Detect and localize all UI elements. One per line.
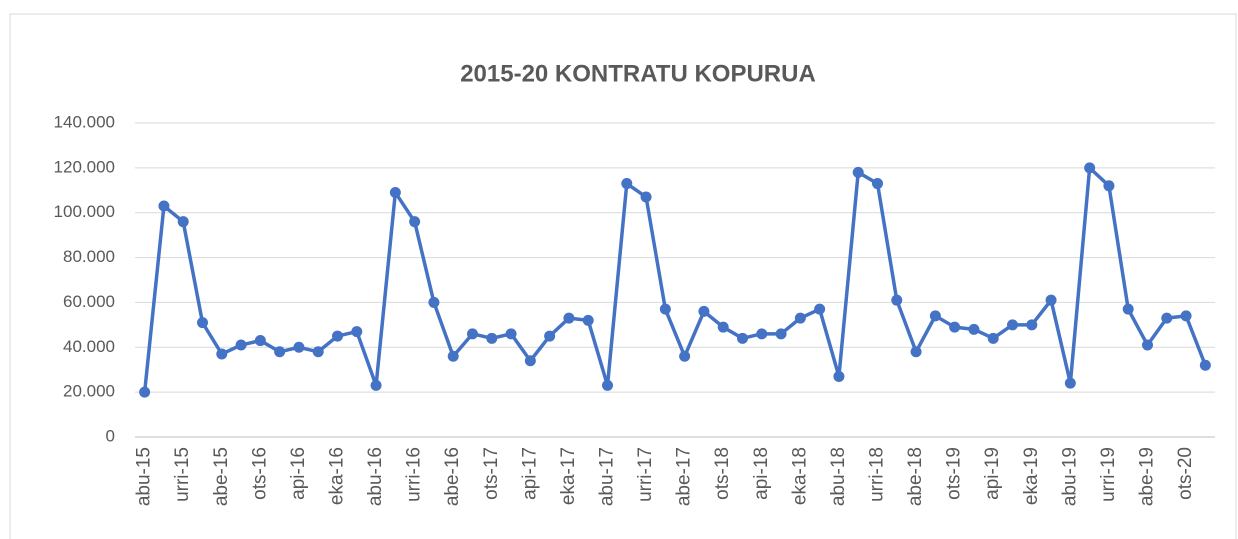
x-tick-label: abe-16 bbox=[442, 447, 463, 506]
point bbox=[235, 339, 247, 351]
x-tick-label: urri-15 bbox=[172, 447, 193, 502]
x-tick-label: abe-19 bbox=[1137, 447, 1158, 506]
x-tick-label: abu-15 bbox=[134, 447, 155, 506]
point bbox=[139, 386, 151, 398]
y-tick-label: 100.000 bbox=[54, 202, 115, 221]
point bbox=[1103, 180, 1115, 192]
point bbox=[737, 332, 748, 344]
chart-title: 2015-20 KONTRATU KOPURUA bbox=[460, 60, 816, 87]
point bbox=[544, 330, 556, 342]
point bbox=[505, 328, 517, 340]
point bbox=[389, 187, 401, 199]
x-tick-label: ots-17 bbox=[481, 447, 502, 500]
point bbox=[524, 355, 536, 367]
x-tick-label: eka-17 bbox=[558, 447, 579, 505]
point bbox=[987, 332, 999, 344]
x-tick-label: abe-17 bbox=[674, 447, 695, 506]
point bbox=[640, 191, 652, 203]
point bbox=[1045, 294, 1057, 306]
point bbox=[775, 328, 787, 340]
x-tick-label: eka-19 bbox=[1021, 447, 1042, 505]
point bbox=[1161, 312, 1173, 324]
y-tick-label: 60.000 bbox=[63, 292, 115, 311]
point bbox=[467, 328, 478, 340]
point bbox=[814, 303, 826, 315]
y-tick-label: 0 bbox=[106, 426, 115, 445]
point bbox=[756, 328, 768, 340]
chart-frame bbox=[9, 13, 1237, 539]
x-tick-label: api-17 bbox=[519, 447, 540, 500]
x-tick-label: abe-18 bbox=[905, 447, 926, 506]
x-tick-label: ots-19 bbox=[944, 447, 965, 500]
x-tick-label: urri-19 bbox=[1098, 447, 1119, 502]
point bbox=[216, 348, 228, 360]
point bbox=[332, 330, 343, 342]
point bbox=[370, 379, 382, 391]
point bbox=[197, 317, 208, 329]
point bbox=[968, 323, 980, 335]
x-tick-label: eka-16 bbox=[327, 447, 348, 505]
point bbox=[621, 178, 633, 190]
point bbox=[602, 379, 613, 391]
point bbox=[794, 312, 806, 324]
point bbox=[254, 335, 266, 347]
x-tick-label: urri-17 bbox=[635, 447, 656, 502]
x-tick-label: abu-17 bbox=[597, 447, 618, 506]
point bbox=[177, 216, 189, 228]
point bbox=[929, 310, 941, 322]
point bbox=[891, 294, 903, 306]
x-tick-label: api-16 bbox=[288, 447, 309, 500]
point bbox=[833, 370, 845, 382]
point bbox=[409, 216, 421, 228]
point bbox=[1084, 162, 1096, 174]
point bbox=[717, 321, 729, 333]
point bbox=[949, 321, 961, 333]
x-tick-label: ots-16 bbox=[249, 447, 270, 500]
point bbox=[1026, 319, 1038, 331]
point bbox=[659, 303, 671, 315]
x-tick-label: ots-20 bbox=[1175, 447, 1196, 500]
point bbox=[447, 350, 459, 362]
point bbox=[351, 326, 363, 338]
y-tick-label: 120.000 bbox=[54, 157, 115, 176]
point bbox=[1122, 303, 1134, 315]
point bbox=[312, 346, 324, 358]
x-tick-label: urri-18 bbox=[867, 447, 888, 502]
point bbox=[1180, 310, 1192, 322]
point bbox=[698, 305, 710, 317]
point bbox=[1007, 319, 1018, 331]
y-tick-label: 40.000 bbox=[63, 337, 115, 356]
x-tick-label: ots-18 bbox=[712, 447, 733, 500]
point bbox=[428, 296, 440, 308]
x-tick-label: urri-16 bbox=[404, 447, 425, 502]
x-tick-label: abu-19 bbox=[1059, 447, 1080, 506]
x-tick-label: api-19 bbox=[982, 447, 1003, 500]
x-tick-label: eka-18 bbox=[789, 447, 810, 505]
point bbox=[274, 346, 286, 358]
point bbox=[1199, 359, 1211, 371]
y-tick-label: 140.000 bbox=[54, 112, 115, 131]
point bbox=[293, 341, 305, 353]
point bbox=[679, 350, 691, 362]
x-tick-label: abu-16 bbox=[365, 447, 386, 506]
point bbox=[1064, 377, 1076, 389]
point bbox=[872, 178, 883, 190]
point bbox=[582, 314, 594, 326]
point bbox=[910, 346, 922, 358]
point bbox=[486, 332, 498, 344]
point bbox=[852, 166, 864, 178]
x-tick-label: api-18 bbox=[751, 447, 772, 500]
x-tick-label: abu-18 bbox=[828, 447, 849, 506]
x-tick-label: abe-15 bbox=[211, 447, 232, 506]
y-tick-label: 20.000 bbox=[63, 382, 115, 401]
point bbox=[158, 200, 170, 212]
y-tick-label: 80.000 bbox=[63, 247, 115, 266]
point bbox=[1142, 339, 1153, 351]
point bbox=[563, 312, 575, 324]
